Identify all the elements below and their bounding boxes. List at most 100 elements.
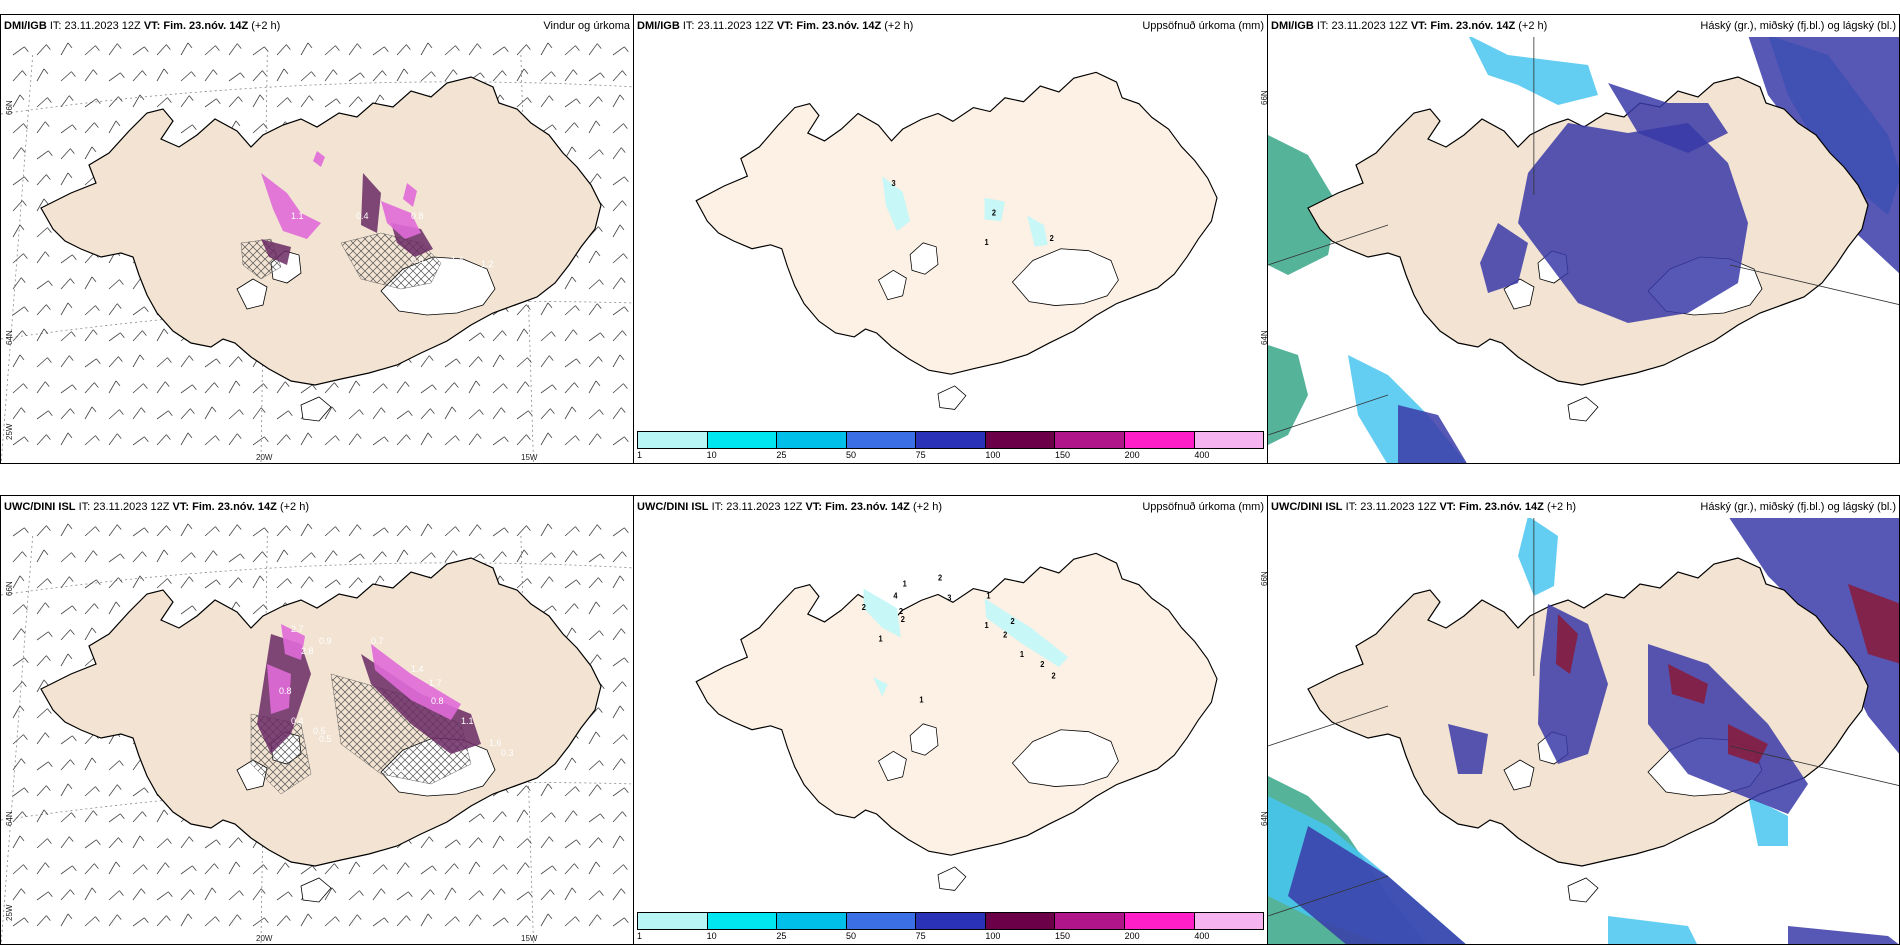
wind-barb-flag [120, 72, 125, 79]
wind-barb-flag [142, 330, 147, 336]
wind-barb-flag [599, 630, 604, 636]
wind-barb [564, 358, 577, 368]
wind-barb-flag [355, 861, 361, 868]
wind-barb-flag [71, 71, 76, 77]
wind-barb-flag [523, 328, 529, 335]
wind-barb [84, 916, 96, 927]
wind-barb-flag [187, 432, 193, 439]
wind-barb [60, 254, 73, 264]
colorbar-swatch [638, 913, 708, 929]
wind-barb-flag [116, 43, 122, 49]
wind-barb [252, 551, 263, 563]
wind-barb-flag [408, 410, 413, 417]
wind-barb-flag [598, 356, 603, 362]
wind-barb [300, 865, 313, 875]
wind-barb-flag [95, 305, 100, 311]
wind-barb [348, 861, 357, 875]
wind-barb-flag [214, 863, 219, 869]
wind-barb [612, 864, 624, 875]
precip-label: 2.8 [301, 646, 314, 656]
precip-label: 0.7 [371, 636, 384, 646]
wind-barb-flag [283, 549, 289, 556]
wind-barb-flag [22, 70, 27, 76]
wind-barb [300, 576, 310, 589]
valid-time: Fim. 23.nóv. 14Z [1430, 20, 1516, 32]
precip-label: 1.1 [291, 211, 304, 221]
wind-barb [492, 811, 503, 823]
precip-label: 0.8 [411, 211, 424, 221]
wind-barb-flag [19, 705, 25, 712]
wind-barb-flag [192, 384, 197, 391]
wind-barb [36, 631, 49, 641]
wind-barb-flag [576, 579, 581, 586]
wind-barb-flag [239, 409, 244, 415]
wind-barb-flag [622, 551, 627, 557]
wind-barb-flag [600, 332, 605, 339]
wind-barb [36, 357, 48, 368]
colorbar-swatch [1194, 432, 1264, 448]
precip-label: 0.4 [356, 211, 369, 221]
wind-barb [564, 329, 574, 342]
wind-barb [564, 276, 573, 290]
wind-barb-flag [406, 434, 411, 440]
colorbar-labels: 1 10 25 50 75 100 150 200 400 [637, 450, 1264, 462]
wind-barb-flag [383, 383, 388, 389]
wind-barb [180, 42, 189, 56]
accum-label: 1 [986, 591, 991, 600]
mixed-cloud [1848, 584, 1899, 664]
wind-barb [60, 71, 72, 82]
wind-barb [132, 383, 144, 394]
wind-barb-flag [91, 757, 97, 764]
wind-barb [612, 681, 623, 693]
wind-barb [516, 434, 527, 446]
wind-barb-flag [624, 176, 629, 183]
wind-barb-flag [72, 124, 77, 131]
wind-barb-flag [547, 523, 553, 530]
wind-barb-flag [456, 839, 461, 846]
wind-barb-flag [47, 578, 52, 584]
wind-barb [108, 43, 118, 56]
wind-barb-flag [22, 551, 27, 557]
wind-barb-flag [115, 120, 121, 127]
wind-barb-flag [22, 330, 27, 336]
precip-area [313, 151, 325, 167]
wind-barb-flag [264, 527, 269, 534]
wind-barb [564, 603, 575, 615]
wind-barb-flag [216, 358, 221, 365]
wind-barb [492, 70, 503, 82]
colorbar-label: 10 [706, 931, 717, 941]
wind-barb [36, 761, 49, 771]
wind-barb-flag [118, 96, 123, 102]
wind-barb-flag [623, 253, 628, 259]
wind-barb [84, 45, 96, 56]
precip-label: 0.3 [501, 748, 514, 758]
wind-barb [132, 551, 143, 563]
wind-barb-flag [263, 864, 268, 870]
wind-barb-flag [600, 683, 605, 690]
wind-barb-flag [23, 604, 28, 610]
precip-label: 0.5 [313, 726, 326, 736]
wind-barb [60, 124, 73, 134]
wind-barb [588, 630, 600, 641]
wind-barb-flag [72, 735, 77, 742]
wind-barb [612, 888, 622, 901]
wind-barb-flag [403, 549, 409, 556]
wind-barb-flag [116, 433, 122, 439]
wind-barb-flag [163, 328, 169, 335]
colorbar-label: 400 [1194, 450, 1210, 460]
wind-barb-flag [574, 863, 579, 869]
wind-barb-flag [503, 864, 508, 870]
wind-barb [612, 383, 624, 394]
wind-barb-flag [20, 758, 26, 764]
wind-barb-flag [595, 601, 601, 608]
wind-barb [516, 68, 525, 82]
wind-barb [348, 43, 358, 56]
wind-barb-flag [94, 122, 99, 128]
wind-barb [348, 96, 359, 108]
wind-barb [132, 354, 141, 368]
wind-barb [420, 523, 429, 537]
wind-barb [12, 330, 23, 342]
wind-barb-flag [548, 836, 554, 842]
wind-barb-flag [144, 787, 149, 794]
wind-barb [84, 276, 93, 290]
